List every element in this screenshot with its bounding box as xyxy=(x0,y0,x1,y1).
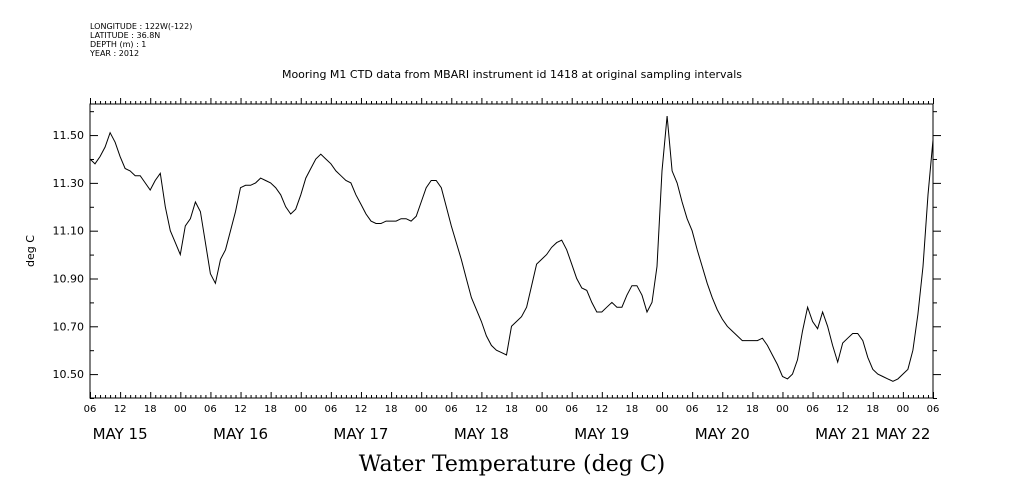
x-hour-label: 18 xyxy=(746,404,759,415)
x-hour-label: 00 xyxy=(294,404,307,415)
y-tick-label: 11.30 xyxy=(53,177,85,190)
x-hour-label: 06 xyxy=(84,404,97,415)
depth-label: DEPTH (m) : 1 xyxy=(90,40,147,49)
x-hour-label: 06 xyxy=(445,404,458,415)
x-hour-label: 06 xyxy=(686,404,699,415)
x-hour-label: 18 xyxy=(866,404,879,415)
x-day-label: MAY 22 xyxy=(875,425,930,443)
x-hour-label: 00 xyxy=(776,404,789,415)
x-hour-label: 00 xyxy=(897,404,910,415)
x-hour-label: 12 xyxy=(716,404,729,415)
x-day-label: MAY 17 xyxy=(333,425,388,443)
plot-frame xyxy=(89,103,934,399)
x-hour-label: 12 xyxy=(355,404,368,415)
x-hour-label: 00 xyxy=(415,404,428,415)
x-hour-label: 18 xyxy=(144,404,157,415)
x-hour-label: 18 xyxy=(505,404,518,415)
y-tick-label: 10.70 xyxy=(53,320,85,333)
chart-title: Mooring M1 CTD data from MBARI instrumen… xyxy=(281,68,743,81)
axis-ticks xyxy=(90,98,941,399)
x-hour-label: 18 xyxy=(626,404,639,415)
y-tick-label: 10.50 xyxy=(53,368,85,381)
x-hour-label: 06 xyxy=(204,404,217,415)
x-hour-label: 12 xyxy=(475,404,488,415)
y-tick-label: 10.90 xyxy=(53,272,85,285)
x-hour-label: 18 xyxy=(264,404,277,415)
x-hour-label: 06 xyxy=(806,404,819,415)
y-tick-label: 11.50 xyxy=(53,129,85,142)
longitude-label: LONGITUDE : 122W(-122) xyxy=(90,22,193,31)
series-line xyxy=(89,115,934,382)
x-tick-labels: 06 12 18 00 06 12 18 00 06 12 18 00 06 12 18 00 06 12 18 00… xyxy=(84,404,940,443)
x-hour-label: 00 xyxy=(535,404,548,415)
x-hour-label: 06 xyxy=(565,404,578,415)
x-hour-label: 06 xyxy=(927,404,940,415)
x-hour-label: 00 xyxy=(174,404,187,415)
x-day-label: MAY 16 xyxy=(213,425,268,443)
year-label: YEAR : 2012 xyxy=(90,49,140,58)
x-day-label: MAY 18 xyxy=(454,425,509,443)
x-day-label: MAY 21 xyxy=(815,425,870,443)
x-day-label: MAY 19 xyxy=(574,425,629,443)
x-hour-label: 12 xyxy=(234,404,247,415)
latitude-label: LATITUDE : 36.8N xyxy=(90,31,161,40)
x-hour-label: 06 xyxy=(324,404,337,415)
x-hour-label: 18 xyxy=(385,404,398,415)
x-hour-label: 12 xyxy=(595,404,608,415)
metadata-block: LONGITUDE : 122W(-122) LATITUDE : 36.8N … xyxy=(90,22,192,58)
x-hour-label: 12 xyxy=(836,404,849,415)
x-day-label: MAY 15 xyxy=(93,425,148,443)
x-hour-label: 12 xyxy=(114,404,127,415)
footer-title: Water Temperature (deg C) xyxy=(358,452,666,477)
x-hour-label: 00 xyxy=(656,404,669,415)
y-tick-labels: 10.50 10.70 10.90 11.10 11.30 11.50 xyxy=(53,129,85,381)
y-tick-label: 11.10 xyxy=(53,225,85,238)
x-day-label: MAY 20 xyxy=(695,425,750,443)
y-axis-label: deg C xyxy=(24,235,37,267)
